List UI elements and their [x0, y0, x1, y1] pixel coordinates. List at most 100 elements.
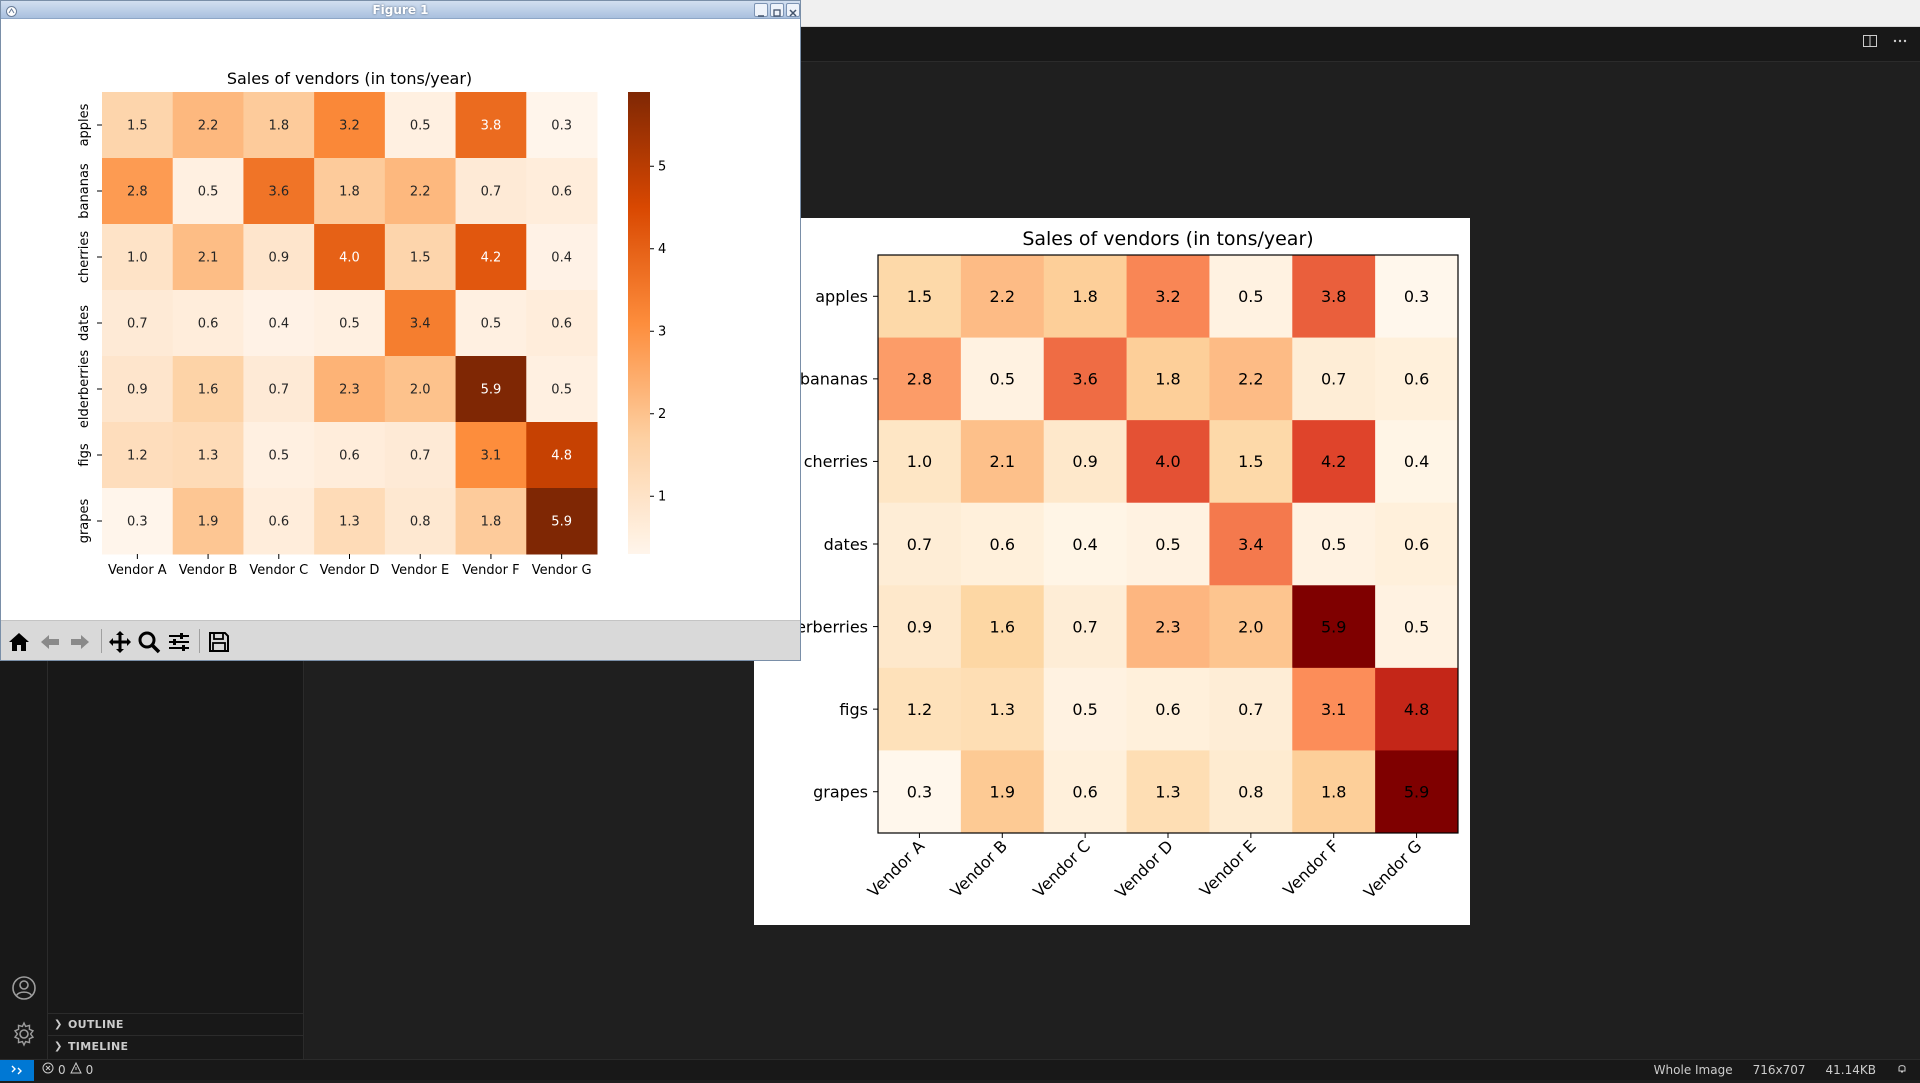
cell-value-label: 0.7	[907, 535, 932, 554]
outline-section-label: OUTLINE	[68, 1018, 124, 1031]
heatmap-cell	[1209, 585, 1293, 669]
cell-value-label: 2.3	[1155, 617, 1180, 636]
configure-subplots-icon[interactable]	[166, 629, 192, 655]
timeline-section-label: TIMELINE	[68, 1040, 129, 1053]
cell-value-label: 0.4	[1404, 452, 1429, 471]
cell-value-label: 0.6	[198, 317, 219, 332]
forward-icon[interactable]	[67, 629, 93, 655]
heatmap-cell	[1126, 255, 1210, 339]
back-icon[interactable]	[37, 629, 63, 655]
y-tick-label: grapes	[813, 782, 868, 801]
cell-value-label: 1.9	[990, 782, 1015, 801]
cell-value-label: 0.5	[339, 317, 360, 332]
image-zoom-status[interactable]: Whole Image	[1653, 1062, 1733, 1077]
colorbar	[628, 92, 650, 554]
heatmap-cell	[243, 158, 315, 225]
cell-value-label: 0.5	[551, 383, 572, 398]
cell-value-label: 0.5	[1072, 700, 1097, 719]
cell-value-label: 0.9	[907, 617, 932, 636]
cell-value-label: 0.6	[551, 185, 572, 200]
cell-value-label: 4.8	[1404, 700, 1429, 719]
heatmap-cell	[172, 92, 244, 159]
heatmap-cell	[172, 422, 244, 489]
heatmap-cell	[455, 224, 527, 291]
cell-value-label: 3.6	[1072, 370, 1097, 389]
cell-value-label: 0.5	[481, 317, 502, 332]
heatmap-cell	[960, 585, 1045, 669]
image-filesize-status: 41.14KB	[1825, 1062, 1876, 1077]
cell-value-label: 0.5	[1155, 535, 1180, 554]
notifications-bell-icon[interactable]	[1896, 1062, 1908, 1077]
cell-value-label: 1.2	[907, 700, 932, 719]
cell-value-label: 2.8	[907, 370, 932, 389]
heatmap-cell	[878, 337, 962, 421]
colorbar-tick-label: 5	[658, 159, 666, 174]
cell-value-label: 5.9	[1321, 617, 1346, 636]
heatmap-cell	[878, 667, 962, 751]
cell-value-label: 1.8	[1155, 370, 1180, 389]
timeline-section[interactable]: ❯ TIMELINE	[48, 1035, 304, 1057]
cell-value-label: 0.5	[198, 185, 219, 200]
heatmap-image-chart: Sales of vendors (in tons/year) 1.5 2.2 1.8…	[772, 228, 1459, 902]
heatmap-cell	[243, 488, 315, 555]
zoom-icon[interactable]	[136, 629, 162, 655]
y-tick-label: dates	[824, 535, 868, 554]
heatmap-cell	[1375, 420, 1459, 504]
chevron-right-icon: ❯	[54, 1041, 63, 1052]
problems-indicator[interactable]: 0 0	[42, 1061, 93, 1077]
cell-value-label: 0.9	[268, 251, 289, 266]
more-actions-icon[interactable]	[1892, 33, 1908, 53]
cell-value-label: 3.4	[1238, 535, 1263, 554]
manage-gear-icon[interactable]	[10, 1020, 38, 1048]
toolbar-separator	[101, 629, 102, 653]
home-icon[interactable]	[6, 629, 32, 655]
close-button[interactable]	[786, 3, 800, 17]
cell-value-label: 0.4	[551, 251, 572, 266]
heatmap-cell	[243, 356, 315, 423]
cell-value-label: 1.0	[127, 251, 148, 266]
cell-value-label: 2.2	[1238, 370, 1263, 389]
pan-icon[interactable]	[107, 629, 133, 655]
heatmap-cell	[102, 290, 174, 357]
image-dimensions-status: 716x707	[1752, 1062, 1806, 1077]
cell-value-label: 2.1	[198, 251, 219, 266]
cell-value-label: 3.8	[481, 119, 502, 134]
cell-value-label: 0.7	[1238, 700, 1263, 719]
heatmap-cell	[384, 92, 457, 159]
minimize-button[interactable]	[754, 3, 768, 17]
heatmap-cell	[243, 224, 315, 291]
heatmap-cell	[384, 356, 457, 423]
cell-value-label: 1.6	[990, 617, 1015, 636]
cell-value-label: 0.3	[1404, 287, 1429, 306]
heatmap-cell	[1292, 750, 1376, 834]
outline-section[interactable]: ❯ OUTLINE	[48, 1013, 304, 1035]
cell-value-label: 0.7	[1321, 370, 1346, 389]
y-tick-label: dates	[77, 305, 92, 341]
cell-value-label: 0.7	[1072, 617, 1097, 636]
accounts-icon[interactable]	[10, 974, 38, 1002]
colorbar-tick-label: 1	[658, 489, 666, 504]
split-editor-icon[interactable]	[1862, 33, 1878, 53]
cell-value-label: 3.2	[1155, 287, 1180, 306]
figure-canvas[interactable]: Sales of vendors (in tons/year) 1.5 2.2 1.8…	[1, 20, 800, 620]
colorbar-tick-label: 2	[658, 407, 666, 422]
heatmap-cell	[384, 290, 457, 357]
cell-value-label: 0.5	[410, 119, 431, 134]
cell-value-label: 3.8	[1321, 287, 1346, 306]
heatmap-cell	[1375, 337, 1459, 421]
y-tick-label: elderberries	[77, 350, 92, 429]
save-icon[interactable]	[206, 629, 232, 655]
cell-value-label: 2.2	[410, 185, 431, 200]
x-tick-label: Vendor G	[532, 563, 592, 578]
heatmap-cell	[172, 224, 244, 291]
cell-value-label: 0.6	[1404, 370, 1429, 389]
cell-value-label: 0.5	[1321, 535, 1346, 554]
figure-window-title-bar[interactable]: Figure 1	[1, 1, 800, 19]
cell-value-label: 1.3	[339, 515, 360, 530]
maximize-button[interactable]	[770, 3, 784, 17]
remote-icon[interactable]	[0, 1060, 34, 1081]
heatmap-cell	[172, 356, 244, 423]
cell-value-label: 0.7	[410, 449, 431, 464]
x-tick-label: Vendor C	[249, 563, 308, 578]
heatmap-cell	[1209, 502, 1293, 586]
